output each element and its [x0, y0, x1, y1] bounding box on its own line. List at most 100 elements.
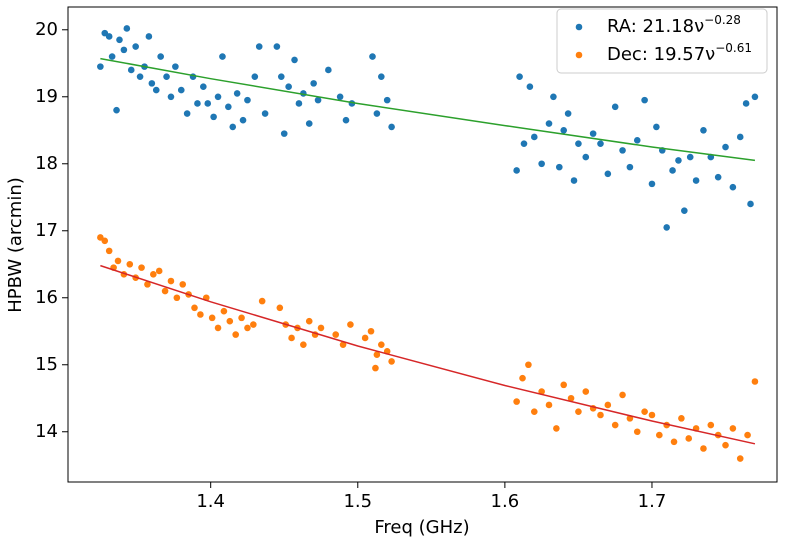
legend-box — [556, 8, 768, 74]
data-point — [325, 66, 332, 74]
data-point — [751, 93, 759, 101]
data-point — [388, 123, 395, 131]
legend-exponent: −0.61 — [715, 41, 752, 55]
data-point — [225, 103, 232, 111]
data-point — [214, 93, 222, 101]
data-point — [342, 116, 350, 124]
data-point — [105, 33, 113, 40]
data-point — [314, 96, 322, 104]
x-tick-label: 1.4 — [196, 491, 225, 512]
data-point — [378, 73, 385, 80]
data-point — [722, 441, 729, 449]
data-point — [626, 163, 634, 171]
data-point — [560, 381, 568, 389]
data-point — [663, 224, 670, 231]
data-point — [685, 435, 693, 442]
data-point — [729, 183, 737, 191]
legend-marker — [575, 23, 583, 31]
data-point — [347, 321, 354, 328]
data-point — [378, 341, 385, 348]
data-point — [250, 321, 257, 328]
data-point — [520, 140, 528, 147]
data-point — [261, 110, 269, 117]
data-point — [545, 401, 553, 409]
data-point — [148, 80, 156, 87]
data-point — [219, 53, 226, 60]
data-point — [244, 324, 251, 332]
data-point — [538, 388, 545, 395]
data-point — [310, 80, 317, 87]
data-point — [550, 93, 557, 101]
data-point — [288, 334, 295, 342]
data-point — [648, 411, 656, 419]
data-point — [114, 257, 122, 265]
data-point — [173, 294, 181, 302]
data-point — [570, 177, 578, 184]
data-point — [611, 421, 619, 429]
data-point — [258, 297, 266, 305]
data-point — [516, 73, 523, 80]
data-point — [291, 56, 298, 64]
data-point — [273, 43, 281, 50]
x-tick-label: 1.6 — [491, 491, 520, 512]
data-point — [163, 73, 170, 80]
data-point — [373, 351, 381, 359]
data-point — [144, 281, 151, 288]
data-point — [736, 133, 744, 141]
data-point — [105, 247, 113, 255]
data-point — [678, 415, 685, 422]
data-point — [373, 110, 381, 117]
data-point — [336, 93, 344, 101]
data-point — [197, 311, 204, 318]
data-point — [582, 388, 590, 395]
data-point — [669, 167, 676, 174]
data-point — [285, 83, 292, 91]
data-point — [161, 287, 169, 295]
x-axis-label: Freq (GHz) — [374, 517, 469, 538]
x-tick-label: 1.7 — [638, 491, 667, 512]
data-point — [744, 431, 751, 439]
data-point — [589, 130, 597, 137]
data-point — [339, 341, 347, 348]
data-point — [545, 120, 553, 127]
legend-label: RA: 21.18ν−0.28 — [607, 13, 741, 38]
data-point — [305, 317, 313, 325]
legend-exponent: −0.28 — [704, 13, 741, 27]
data-point — [742, 100, 750, 107]
data-point — [367, 327, 375, 335]
data-point — [641, 408, 648, 415]
data-point — [611, 103, 619, 111]
data-point — [214, 324, 222, 332]
data-point — [226, 317, 234, 325]
legend-label: Dec: 19.57ν−0.61 — [607, 41, 752, 66]
data-point — [113, 106, 120, 114]
data-point — [277, 73, 285, 80]
data-point — [619, 391, 626, 399]
data-point — [736, 455, 744, 462]
data-point — [305, 120, 313, 127]
data-point — [210, 113, 217, 121]
data-point — [604, 401, 612, 409]
data-point — [567, 394, 575, 402]
data-point — [132, 43, 139, 50]
data-point — [538, 160, 545, 168]
data-point — [183, 110, 191, 117]
data-point — [604, 170, 612, 178]
data-point — [101, 237, 109, 245]
data-point — [513, 167, 520, 174]
data-point — [127, 66, 135, 74]
data-point — [747, 200, 754, 208]
data-point — [388, 358, 395, 365]
y-tick-label: 14 — [35, 421, 58, 442]
data-point — [564, 110, 572, 117]
data-point — [150, 271, 157, 278]
y-tick-label: 19 — [35, 86, 58, 107]
data-point — [123, 25, 131, 32]
data-point — [300, 341, 307, 348]
data-point — [155, 267, 163, 275]
legend-name: RA: 21.18ν — [607, 16, 704, 37]
data-point — [233, 90, 241, 97]
data-point — [582, 153, 590, 161]
data-point — [276, 304, 284, 312]
